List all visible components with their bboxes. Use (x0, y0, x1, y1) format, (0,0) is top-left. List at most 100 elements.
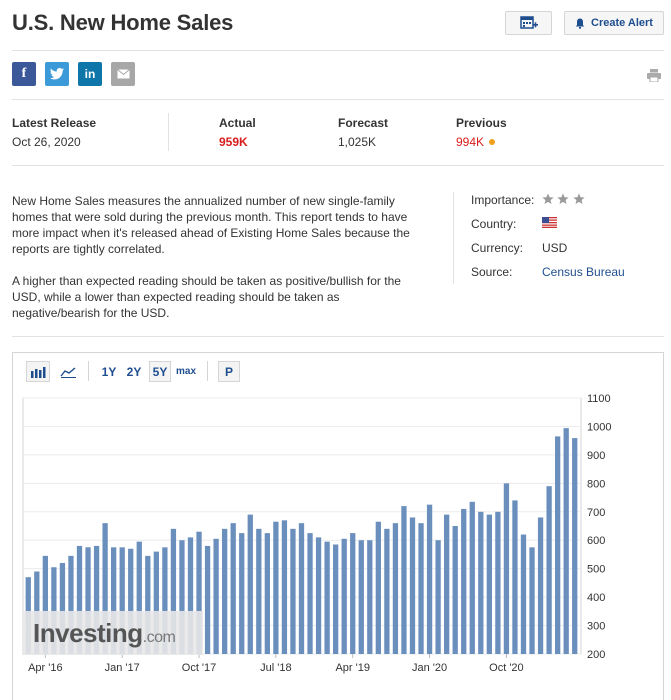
chart-bar[interactable] (469, 501, 475, 654)
chart-bar[interactable] (68, 555, 74, 654)
bar-chart-toggle[interactable] (26, 361, 50, 382)
chart-bar[interactable] (179, 540, 185, 654)
range-2y-button[interactable]: 2Y (126, 364, 142, 379)
line-chart-toggle[interactable] (56, 361, 80, 382)
chart-bar[interactable] (136, 541, 142, 654)
range-max-button[interactable]: max (175, 366, 196, 377)
chart-bar[interactable] (495, 511, 501, 654)
source-link[interactable]: Census Bureau (542, 265, 625, 279)
add-to-calendar-button[interactable] (505, 11, 552, 35)
twitter-icon (50, 68, 64, 80)
chart-bar[interactable] (401, 506, 407, 654)
chart-bar[interactable] (452, 526, 458, 654)
print-button[interactable] (647, 69, 661, 85)
create-alert-label: Create Alert (591, 17, 653, 29)
chart-bar[interactable] (563, 428, 569, 654)
chart-bar[interactable] (42, 555, 48, 654)
chart-bar[interactable] (256, 528, 262, 654)
chart-panel (12, 352, 664, 700)
x-tick-label: Jan '17 (105, 662, 140, 674)
chart-bar[interactable] (384, 528, 390, 654)
printer-icon (647, 69, 661, 83)
chart-bar[interactable] (435, 540, 441, 654)
chart-bar[interactable] (315, 537, 322, 654)
chart-bar[interactable] (375, 521, 381, 654)
chart-bar[interactable] (128, 548, 134, 654)
chart-bar[interactable] (520, 534, 527, 654)
event-description: New Home Sales measures the annualized n… (12, 193, 417, 321)
range-1y-button[interactable]: 1Y (101, 364, 117, 379)
chart-bar[interactable] (93, 545, 100, 654)
divider (12, 99, 664, 100)
chart-bar[interactable] (358, 540, 364, 654)
y-tick-label: 900 (587, 450, 605, 462)
chart-bar[interactable] (307, 533, 313, 654)
chart-bar[interactable] (102, 523, 108, 654)
chart-bar[interactable] (162, 547, 168, 654)
chart-bar[interactable] (213, 538, 219, 654)
description-paragraph: A higher than expected reading should be… (12, 274, 401, 320)
chart-bar[interactable] (247, 514, 253, 654)
y-tick-label: 400 (587, 592, 605, 604)
chart-bar[interactable] (512, 500, 518, 654)
chart-bar[interactable] (187, 537, 194, 654)
chart-bar[interactable] (555, 436, 561, 654)
chart-bar[interactable] (333, 544, 339, 654)
logo-suffix: .com (142, 629, 176, 646)
twitter-share-button[interactable] (45, 62, 69, 86)
chart-bar[interactable] (409, 517, 416, 654)
chart-bar[interactable] (59, 562, 66, 654)
previous-value: 994K (456, 135, 485, 149)
chart-bar[interactable] (461, 508, 467, 654)
chart-bar[interactable] (76, 545, 83, 654)
chart-bar[interactable] (529, 547, 535, 654)
chart-bar[interactable] (273, 521, 279, 654)
create-alert-button[interactable]: Create Alert (564, 11, 664, 35)
y-tick-label: 200 (587, 649, 605, 661)
range-5y-button[interactable]: 5Y (149, 361, 171, 382)
currency-value: USD (542, 241, 568, 255)
chart-bar[interactable] (281, 520, 288, 654)
chart-bar[interactable] (341, 538, 347, 654)
star-icon (542, 193, 554, 204)
chart-bar[interactable] (426, 504, 433, 654)
chart-bar[interactable] (51, 567, 57, 654)
y-tick-label: 1100 (587, 393, 611, 405)
chart-bar[interactable] (324, 541, 330, 654)
chart-bar[interactable] (478, 511, 484, 654)
chart-bar[interactable] (503, 483, 510, 654)
chart-bar[interactable] (444, 514, 450, 654)
chart-bar[interactable] (111, 547, 117, 654)
chart-bar[interactable] (290, 528, 296, 654)
email-share-button[interactable] (111, 62, 135, 86)
latest-release-date: Oct 26, 2020 (12, 135, 81, 149)
chart-bar[interactable] (298, 523, 305, 654)
x-tick-label: Oct '17 (182, 662, 217, 674)
actual-value: 959K (219, 135, 248, 149)
chart-bar[interactable] (204, 545, 211, 654)
chart-bar[interactable] (572, 438, 578, 654)
chart-bar[interactable] (170, 528, 177, 654)
chart-bar[interactable] (418, 523, 424, 654)
chart-bar[interactable] (119, 547, 125, 654)
chart-bar[interactable] (392, 523, 399, 654)
chart-bar[interactable] (350, 533, 356, 654)
x-tick-label: Apr '16 (28, 662, 63, 674)
chart-bar[interactable] (153, 551, 159, 654)
preliminary-toggle[interactable]: P (218, 361, 240, 382)
chart-bar[interactable] (264, 533, 270, 654)
chart-bar[interactable] (145, 555, 151, 654)
facebook-share-button[interactable]: f (12, 62, 36, 86)
chart-bar[interactable] (239, 533, 245, 654)
chart-bar[interactable] (196, 531, 202, 654)
chart-bar[interactable] (546, 486, 552, 654)
chart-bar[interactable] (367, 540, 373, 654)
chart-bar[interactable] (230, 523, 236, 654)
chart-bar[interactable] (537, 517, 544, 654)
chart-bar[interactable] (85, 547, 91, 654)
chart-bar[interactable] (222, 528, 228, 654)
us-flag-icon (542, 217, 557, 231)
linkedin-share-button[interactable]: in (78, 62, 102, 86)
chart-bar[interactable] (486, 514, 492, 654)
